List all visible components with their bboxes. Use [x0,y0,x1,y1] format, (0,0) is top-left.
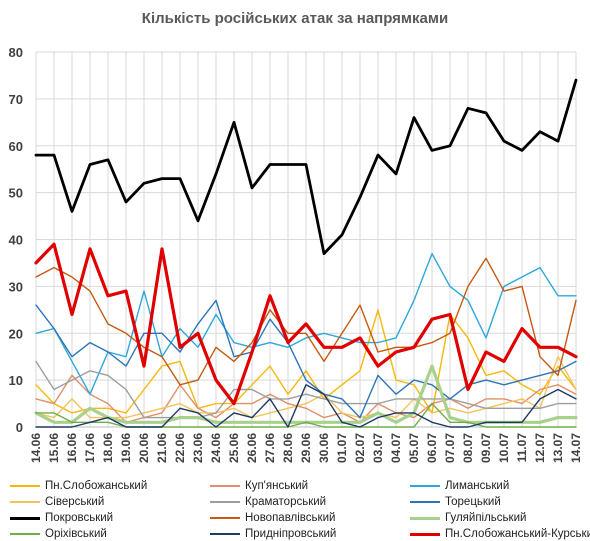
legend-label: Сіверський [45,496,105,508]
legend-label: Оріхівський [45,528,107,540]
x-tick-label: 21.06 [155,433,169,463]
x-tick-label: 17.06 [83,433,97,463]
series-line-10 [35,384,577,428]
y-tick-label: 60 [9,139,23,154]
axes: 0 10 20 30 40 50 60 70 80 14.06 15.06 16.06 17.06 18.… [9,45,583,463]
legend-swatch [210,517,240,519]
series-line-6 [34,78,578,256]
x-tick-label: 10.07 [497,433,511,463]
x-tick-label: 11.07 [515,433,529,463]
x-tick-label: 06.07 [425,433,439,463]
x-tick-label: 07.07 [443,433,457,463]
legend-label: Лиманський [445,480,510,492]
y-tick-label: 30 [9,279,23,294]
x-tick-label: 25.06 [227,433,241,463]
legend-item: Сіверський [10,495,104,509]
x-tick-label: 19.06 [119,433,133,463]
legend-label: Пн.Слобожанський-Курський [445,528,590,540]
x-tick-label: 02.07 [353,433,367,463]
x-tick-label: 28.06 [281,433,295,463]
x-tick-label: 23.06 [191,433,205,463]
series-line-2 [35,252,577,395]
legend-swatch [10,501,40,503]
legend-label: Новопавлівський [245,512,336,524]
legend-item: Новопавлівський [210,511,335,525]
x-tick-label: 14.06 [29,433,43,463]
x-tick-label: 13.07 [551,433,565,463]
x-tick-label: 12.07 [533,433,547,463]
x-tick-label: 16.06 [65,433,79,463]
series-line-11 [34,242,578,406]
legend-swatch [10,485,40,487]
legend-label: Гуляйпільський [445,512,527,524]
x-tick-label: 27.06 [263,433,277,463]
legend-swatch [10,516,40,520]
legend-label: Пн.Слобожанський [45,480,148,492]
legend-item: Пн.Слобожанський-Курський [410,527,590,541]
y-tick-label: 10 [9,373,23,388]
legend-item: Гуляйпільський [410,511,526,525]
gridlines [35,51,577,428]
legend-item: Оріхівський [10,527,107,541]
legend-swatch [210,485,240,487]
legend-label: Куп'янський [245,480,309,492]
legend-swatch [410,501,440,503]
series-lines [34,78,578,428]
legend-item: Лиманський [410,479,509,493]
x-tick-label: 22.06 [173,433,187,463]
legend-item: Куп'янський [210,479,308,493]
x-tick-label: 24.06 [209,433,223,463]
legend-swatch [410,532,440,536]
legend-swatch [410,516,440,520]
y-tick-label: 70 [9,92,23,107]
x-tick-label: 20.06 [137,433,151,463]
legend-item: Придніпровський [210,527,336,541]
x-tick-label: 14.07 [569,433,583,463]
series-line-7 [35,257,577,386]
legend-item: Покровський [10,511,113,525]
legend-label: Торецький [445,496,501,508]
legend-item: Пн.Слобожанський [10,479,147,493]
legend-swatch [210,501,240,503]
legend-item: Краматорський [210,495,326,509]
x-tick-label: 29.06 [299,433,313,463]
x-tick-label: 05.07 [407,433,421,463]
x-tick-label: 09.07 [479,433,493,463]
x-tick-label: 18.06 [101,433,115,463]
legend-swatch [210,533,240,535]
x-tick-label: 30.06 [317,433,331,463]
legend-swatch [410,485,440,487]
x-tick-label: 01.07 [335,433,349,463]
chart-title: Кількість російських атак за напрямками [141,10,449,27]
series-line-5 [35,299,577,419]
x-tick-label: 03.07 [371,433,385,463]
y-tick-label: 20 [9,326,23,341]
y-tick-label: 0 [16,420,23,435]
line-chart: 0 10 20 30 40 50 60 70 80 14.06 15.06 16.06 17.06 18.… [9,45,583,463]
series-line-0 [35,309,577,414]
x-tick-label: 04.07 [389,433,403,463]
legend-item: Торецький [410,495,501,509]
x-tick-label: 26.06 [245,433,259,463]
series-line-4 [35,360,577,419]
y-tick-label: 50 [9,186,23,201]
legend-label: Придніпровський [245,528,337,540]
x-tick-label: 08.07 [461,433,475,463]
legend-label: Краматорський [245,496,327,508]
legend-swatch [10,533,40,535]
y-tick-label: 40 [9,233,23,248]
y-tick-label: 80 [9,45,23,60]
x-tick-label: 15.06 [47,433,61,463]
legend-label: Покровський [45,512,114,524]
